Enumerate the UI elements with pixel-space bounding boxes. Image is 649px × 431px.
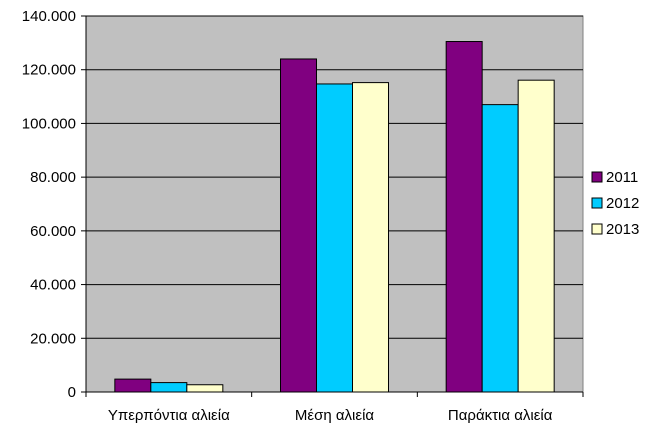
- axes: [85, 16, 583, 393]
- y-tick-label: 40.000: [30, 277, 76, 294]
- bar: [150, 382, 188, 393]
- bar: [316, 83, 353, 393]
- legend-swatch: [591, 171, 603, 183]
- y-tick-label: 140.000: [22, 8, 76, 25]
- legend-label: 2012: [606, 195, 639, 212]
- bars: [114, 41, 555, 393]
- legend-swatch: [591, 223, 603, 235]
- x-tick-label: Υπερπόντια αλιεία: [108, 407, 230, 424]
- y-tick-label: 60.000: [30, 223, 76, 240]
- bar: [186, 384, 224, 393]
- y-tick-label: 80.000: [30, 169, 76, 186]
- legend: 2011 2012 2013: [591, 169, 639, 238]
- legend-label: 2013: [606, 221, 639, 238]
- bar: [280, 58, 317, 393]
- y-tick-label: 20.000: [30, 330, 76, 347]
- y-tick-label: 120.000: [22, 62, 76, 79]
- x-tick-label: Παράκτια αλιεία: [448, 407, 553, 424]
- y-tick-label: 100.000: [22, 115, 76, 132]
- legend-swatch: [591, 197, 603, 209]
- x-axis-ticks: Υπερπόντια αλιεία Μέση αλιεία Παράκτια αλι…: [85, 392, 584, 424]
- bar: [114, 378, 152, 393]
- bar: [481, 104, 519, 393]
- bar: [445, 41, 483, 393]
- x-tick-label: Μέση αλιεία: [295, 407, 374, 424]
- y-tick-label: 0: [68, 384, 76, 401]
- bar: [352, 82, 389, 393]
- y-axis-ticks: 0 20.000 40.000 60.000 80.000 100.000 120.000 1…: [22, 8, 86, 401]
- bar: [517, 79, 555, 393]
- legend-label: 2011: [606, 169, 638, 186]
